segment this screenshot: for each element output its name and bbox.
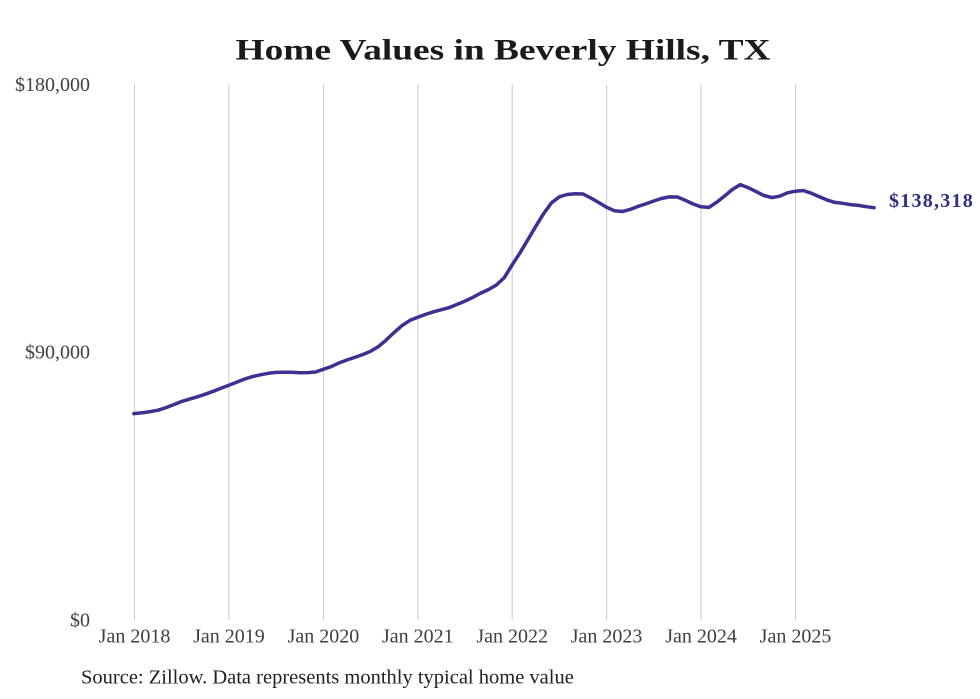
svg-text:Jan 2023: Jan 2023 bbox=[571, 626, 643, 648]
svg-text:Jan 2020: Jan 2020 bbox=[288, 626, 360, 648]
svg-text:Jan 2024: Jan 2024 bbox=[665, 626, 737, 648]
svg-text:Jan 2021: Jan 2021 bbox=[382, 626, 454, 648]
svg-text:$180,000: $180,000 bbox=[15, 74, 90, 96]
svg-text:Jan 2019: Jan 2019 bbox=[193, 626, 265, 648]
svg-text:$90,000: $90,000 bbox=[25, 342, 90, 364]
svg-text:Jan 2022: Jan 2022 bbox=[476, 626, 548, 648]
svg-text:Home Values in Beverly Hills,: Home Values in Beverly Hills, TX bbox=[236, 34, 771, 66]
svg-text:Jan 2025: Jan 2025 bbox=[760, 626, 832, 648]
svg-text:$138,318: $138,318 bbox=[889, 190, 974, 212]
svg-text:$0: $0 bbox=[70, 610, 90, 632]
svg-text:Source: Zillow. Data represent: Source: Zillow. Data represents monthly … bbox=[81, 667, 574, 689]
svg-text:Jan 2018: Jan 2018 bbox=[99, 626, 171, 648]
